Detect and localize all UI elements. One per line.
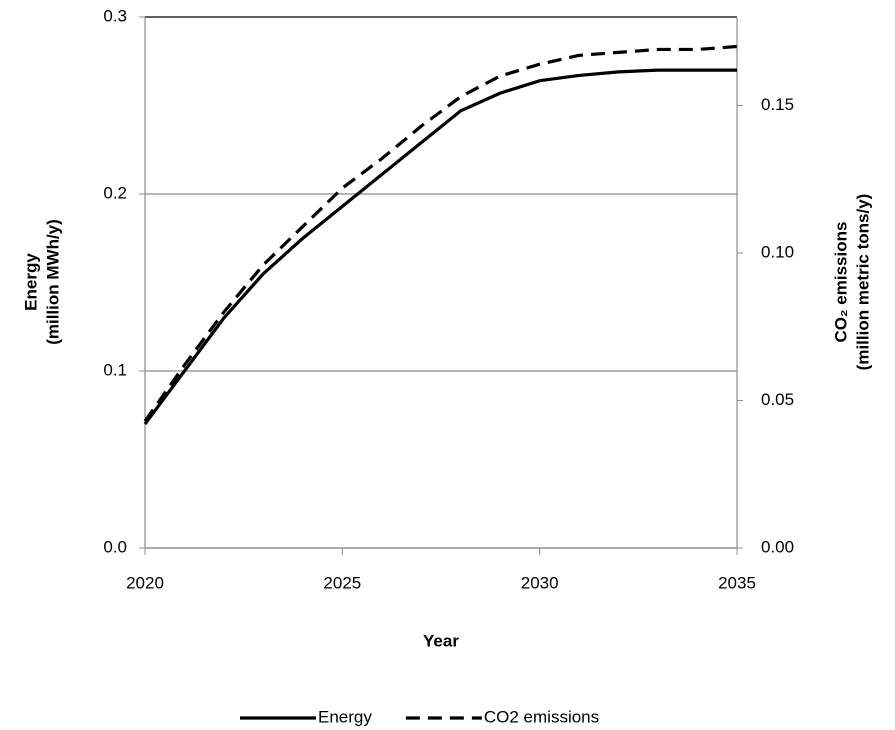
y-axis-title-line: (million MWh/y) (43, 219, 62, 345)
y2-tick-label: 0.15 (761, 95, 794, 114)
y-tick-label: 0.2 (103, 183, 127, 202)
y2-axis-title-line: (million metric tons/y) (853, 194, 872, 371)
y-tick-label: 0.0 (103, 537, 127, 556)
x-tick-label: 2035 (718, 573, 756, 592)
y2-axis-title: CO₂ emissions (million metric tons/y) (831, 194, 872, 371)
series-line (143, 68, 737, 426)
legend-label: CO2 emissions (484, 707, 599, 726)
y-tick-label: 0.3 (103, 6, 127, 25)
y-axis-title-line: Energy (21, 253, 40, 311)
x-axis-title: Year (423, 631, 459, 650)
y-axis-title: Energy (million MWh/y) (21, 219, 62, 345)
y2-tick-label: 0.00 (761, 537, 794, 556)
y2-axis-title-line: CO₂ emissions (831, 222, 850, 343)
x-tick-label: 2020 (126, 573, 164, 592)
y-tick-label: 0.1 (103, 360, 127, 379)
y2-tick-label: 0.05 (761, 390, 794, 409)
y2-tick-label: 0.10 (761, 242, 794, 261)
series-line (143, 44, 738, 423)
x-tick-label: 2025 (323, 573, 361, 592)
legend-label: Energy (318, 707, 372, 726)
x-tick-label: 2030 (521, 573, 559, 592)
